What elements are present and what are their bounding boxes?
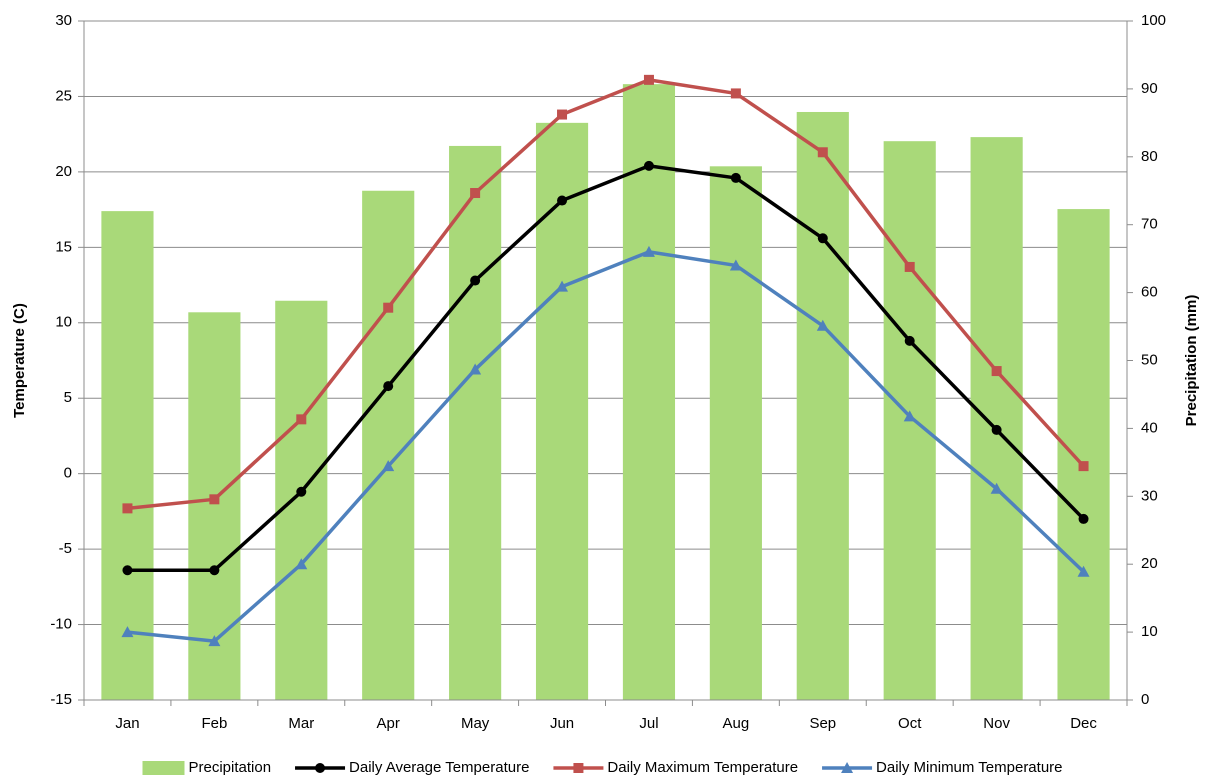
point [209, 565, 220, 576]
bar [275, 300, 328, 700]
bar [1057, 209, 1110, 700]
y2-tick-label: 80 [1141, 148, 1158, 165]
point [122, 503, 133, 514]
y2-tick-label: 40 [1141, 419, 1158, 436]
legend-marker [573, 763, 584, 773]
point [296, 414, 307, 425]
y-tick-label: 10 [55, 314, 72, 331]
x-tick-label: Jan [115, 715, 139, 732]
point [122, 565, 133, 576]
y2-tick-label: 20 [1141, 555, 1158, 572]
point [729, 259, 742, 271]
point [903, 410, 916, 422]
point [469, 363, 482, 375]
point [557, 109, 568, 120]
line [127, 78, 1085, 511]
y2-tick-label: 90 [1141, 80, 1158, 97]
y2-axis-label: Precipitation (mm) [1183, 295, 1200, 427]
point [904, 261, 915, 272]
point [295, 558, 308, 570]
y-tick-label: 20 [55, 163, 72, 180]
x-tick-label: Aug [723, 715, 750, 732]
x-tick-label: Jun [550, 715, 574, 732]
point [991, 366, 1002, 377]
x-tick-label: Nov [983, 715, 1010, 732]
x-tick-label: Oct [898, 715, 922, 732]
point [643, 160, 654, 171]
bar [796, 111, 849, 700]
y-tick-label: -5 [59, 540, 72, 557]
legend-label: Daily Minimum Temperature [876, 759, 1062, 776]
bar [535, 122, 589, 701]
x-tick-label: Jul [639, 715, 658, 732]
point [990, 482, 1003, 494]
y2-tick-label: 10 [1141, 623, 1158, 640]
point [1078, 461, 1089, 472]
legend-label: Precipitation [188, 759, 271, 776]
bar [101, 211, 154, 700]
legend-label: Daily Maximum Temperature [607, 759, 798, 776]
x-tick-label: May [461, 715, 490, 732]
bar [622, 84, 676, 701]
point [817, 147, 828, 158]
legend-swatch [142, 761, 185, 775]
plot-frame [83, 20, 1128, 701]
y2-tick-label: 0 [1141, 691, 1149, 708]
y-tick-label: -15 [50, 691, 72, 708]
bar [970, 137, 1023, 700]
x-tick-label: Feb [201, 715, 227, 732]
legend-label: Daily Average Temperature [349, 759, 529, 776]
y-tick-label: 0 [64, 465, 72, 482]
bar [709, 166, 762, 700]
point [556, 280, 569, 292]
y-tick-label: 25 [55, 87, 72, 104]
y-tick-label: -10 [50, 616, 72, 633]
x-tick-label: Apr [377, 715, 400, 732]
point [991, 424, 1002, 435]
x-tick-label: Sep [809, 715, 836, 732]
bar [449, 145, 502, 700]
point [383, 381, 394, 392]
y2-tick-label: 50 [1141, 351, 1158, 368]
point [382, 460, 395, 472]
y2-tick-label: 70 [1141, 216, 1158, 233]
point [730, 88, 741, 99]
legend-marker [841, 762, 854, 773]
point [730, 172, 741, 183]
legend-marker [315, 763, 326, 773]
legend-item: Daily Maximum Temperature [553, 759, 798, 776]
legend-item: Daily Minimum Temperature [822, 759, 1063, 776]
line [127, 250, 1085, 643]
y-axis-label: Temperature (C) [11, 303, 28, 418]
point [470, 275, 481, 286]
point [904, 335, 915, 346]
point [383, 302, 394, 313]
point [1077, 565, 1090, 577]
point [643, 74, 654, 85]
legend-item: Precipitation [142, 759, 271, 776]
point [816, 319, 829, 331]
y-tick-label: 30 [55, 12, 72, 29]
point [121, 626, 134, 638]
point [642, 245, 655, 257]
y2-tick-label: 30 [1141, 487, 1158, 504]
y-tick-label: 5 [64, 389, 72, 406]
x-tick-label: Dec [1070, 715, 1097, 732]
y-tick-label: 15 [55, 238, 72, 255]
point [817, 233, 828, 244]
point [1078, 513, 1089, 524]
y2-tick-label: 100 [1141, 12, 1166, 29]
legend: Precipitation Daily Average Temperature Da… [142, 759, 1063, 776]
point [557, 195, 568, 206]
x-tick-label: Mar [288, 715, 314, 732]
legend-item: Daily Average Temperature [295, 759, 529, 776]
line [127, 164, 1085, 572]
y2-tick-label: 60 [1141, 284, 1158, 301]
point [470, 188, 481, 199]
point [209, 494, 220, 505]
point [296, 486, 307, 497]
point [208, 635, 221, 647]
